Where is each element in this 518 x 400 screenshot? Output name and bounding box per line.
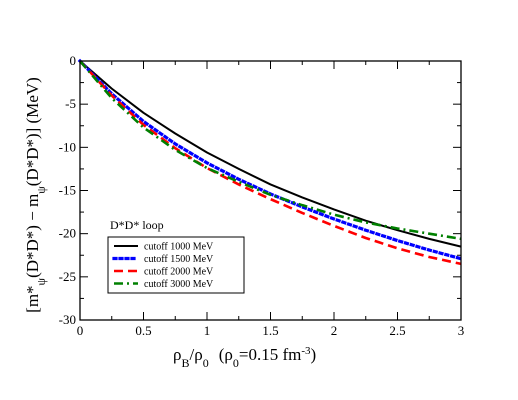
legend-label-4: cutoff 3000 MeV [144, 279, 214, 290]
series-layer [77, 58, 463, 266]
x-tick-label: 3 [458, 323, 465, 338]
y-tick-label: -10 [59, 139, 76, 154]
y-axis-title: [m*ψ(D*D*) − mψ(D*D*)] (MeV) [23, 77, 48, 313]
plot-frame [79, 60, 462, 321]
ticks-layer: 0 0.5 1 1.5 2 2.5 3 0 -5 -10 -15 -20 -25 -30 [59, 53, 465, 338]
series-line-3 [79, 60, 462, 266]
y-tick-label: -15 [59, 183, 76, 198]
series-line-4 [79, 60, 462, 241]
x-tick-label: 2.5 [389, 323, 405, 338]
x-tick-label: 0 [77, 323, 84, 338]
annotation-label: D*D* loop [110, 218, 164, 232]
y-tick-label: -5 [65, 96, 76, 111]
y-tick-label: -20 [59, 226, 76, 241]
x-tick-label: 0.5 [135, 323, 151, 338]
y-tick-label: -30 [59, 312, 76, 327]
x-axis-title: ρB/ρ0 (ρ0=0.15 fm-3) [173, 345, 316, 370]
y-tick-label: 0 [70, 53, 77, 68]
legend-label-3: cutoff 2000 MeV [144, 267, 214, 278]
legend-label-1: cutoff 1000 MeV [144, 242, 214, 253]
legend-label-2: cutoff 1500 MeV [144, 254, 214, 265]
x-tick-label: 2 [331, 323, 338, 338]
y-tick-label: -25 [59, 269, 76, 284]
x-tick-label: 1.5 [262, 323, 278, 338]
x-tick-label: 1 [204, 323, 211, 338]
series-line-1 [79, 60, 462, 248]
